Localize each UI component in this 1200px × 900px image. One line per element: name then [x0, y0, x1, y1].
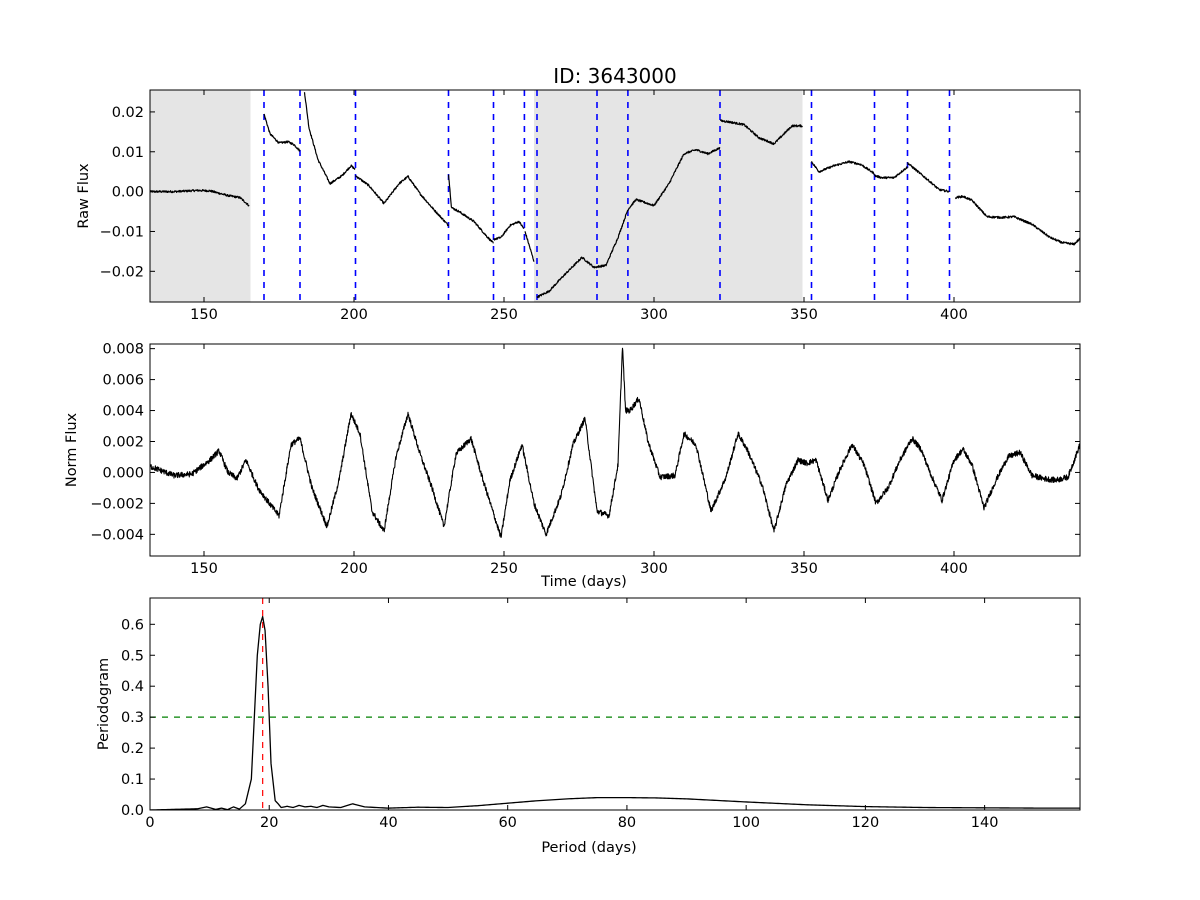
raw-flux-segment-0 [150, 189, 250, 207]
x-tick-label: 150 [190, 307, 218, 323]
x-tick-label: 60 [498, 815, 516, 831]
raw-flux-segment-11 [873, 166, 908, 180]
raw-flux-segment-12 [907, 162, 950, 193]
y-tick-label: 0.2 [121, 741, 144, 757]
periodogram-series [150, 615, 1080, 810]
y-tick-label: 0.008 [102, 342, 144, 358]
x-tick-label: 140 [971, 815, 999, 831]
raw-flux-segment-10 [810, 160, 875, 175]
x-tick-label: 350 [790, 307, 818, 323]
raw-flux-segment-8 [627, 146, 721, 211]
y-tick-label: 0.5 [121, 648, 144, 664]
x-tick-label: 250 [490, 561, 518, 577]
x-tick-label: 20 [260, 815, 278, 831]
periodogram-line [150, 615, 1080, 810]
y-tick-label: 0.0 [121, 803, 144, 819]
periodogram-panel: 0 20 40 60 80 100 120 140 0.0 0.1 0.2 0.3 0.4 0.5 0.6… [96, 597, 1081, 856]
x-tick-label: 40 [379, 815, 397, 831]
raw-flux-y-label: Raw Flux [76, 163, 92, 229]
x-tick-label: 400 [940, 561, 968, 577]
y-tick-label: 0.3 [121, 710, 144, 726]
norm-flux-line [150, 347, 1080, 538]
raw-flux-y-axis: 0.02 0.01 0.00 −0.01 −0.02 [100, 105, 1080, 280]
figure-title: ID: 3643000 [553, 64, 676, 88]
norm-flux-panel: 150 200 250 300 350 400 0.0080.0060.0040.0020… [64, 342, 1081, 590]
shaded-region-1 [534, 90, 803, 302]
x-tick-label: 300 [640, 307, 668, 323]
x-tick-label: 250 [490, 307, 518, 323]
x-tick-label: 0 [145, 815, 154, 831]
raw-flux-segment-7 [536, 209, 629, 299]
x-tick-label: 150 [190, 561, 218, 577]
y-tick-label: −0.004 [90, 527, 144, 543]
periodogram-y-label: Periodogram [96, 658, 112, 750]
raw-flux-x-axis: 150 200 250 300 350 400 [190, 90, 968, 323]
norm-flux-y-label: Norm Flux [64, 412, 80, 487]
periodogram-x-axis: 0 20 40 60 80 100 120 140 [145, 598, 998, 831]
raw-flux-segment-6 [524, 231, 535, 262]
norm-flux-y-axis: 0.008 0.006 0.004 0.002 0.000 −0.002 −0.004 [90, 342, 1080, 543]
x-tick-label: 120 [852, 815, 880, 831]
x-tick-label: 300 [640, 561, 668, 577]
raw-flux-segment-9 [720, 119, 803, 146]
norm-flux-axes-frame [149, 343, 1081, 557]
y-tick-label: 0.4 [121, 679, 144, 695]
y-tick-label: 0.02 [112, 105, 144, 121]
x-tick-label: 350 [790, 561, 818, 577]
periodogram-y-axis: 0.0 0.1 0.2 0.3 0.4 0.5 0.6 [121, 617, 1080, 819]
norm-flux-series [150, 347, 1080, 538]
y-tick-label: 0.006 [102, 373, 144, 389]
periodogram-x-label: Period (days) [541, 840, 636, 856]
raw-flux-segment-5 [493, 220, 525, 241]
y-tick-label: 0.01 [112, 145, 144, 161]
periodogram-axes-frame [149, 597, 1081, 811]
y-tick-label: −0.02 [100, 264, 144, 280]
y-tick-label: 0.1 [121, 772, 144, 788]
y-tick-label: 0.6 [121, 617, 144, 633]
x-tick-label: 100 [732, 815, 760, 831]
raw-flux-segment-13 [954, 195, 1080, 246]
y-tick-label: 0.000 [102, 465, 144, 481]
x-tick-label: 200 [340, 307, 368, 323]
y-tick-label: 0.004 [102, 404, 144, 420]
raw-flux-segment-3 [355, 175, 449, 227]
y-tick-label: 0.00 [112, 185, 144, 201]
norm-flux-x-axis: 150 200 250 300 350 400 [190, 344, 968, 577]
norm-flux-x-label: Time (days) [540, 574, 627, 590]
y-tick-label: −0.01 [100, 224, 144, 240]
raw-flux-segment-4 [447, 174, 494, 244]
raw-flux-axes-frame [149, 89, 1081, 303]
raw-flux-segment-1 [263, 113, 301, 152]
x-tick-label: 80 [618, 815, 636, 831]
raw-flux-segment-2 [303, 92, 356, 185]
y-tick-label: −0.002 [90, 496, 144, 512]
raw-flux-panel: 150 200 250 300 350 400 0.02 0.01 0.00 −0.01 −0.0… [76, 89, 1081, 323]
x-tick-label: 400 [940, 307, 968, 323]
x-tick-label: 200 [340, 561, 368, 577]
raw-flux-series [150, 92, 1080, 299]
y-tick-label: 0.002 [102, 434, 144, 450]
